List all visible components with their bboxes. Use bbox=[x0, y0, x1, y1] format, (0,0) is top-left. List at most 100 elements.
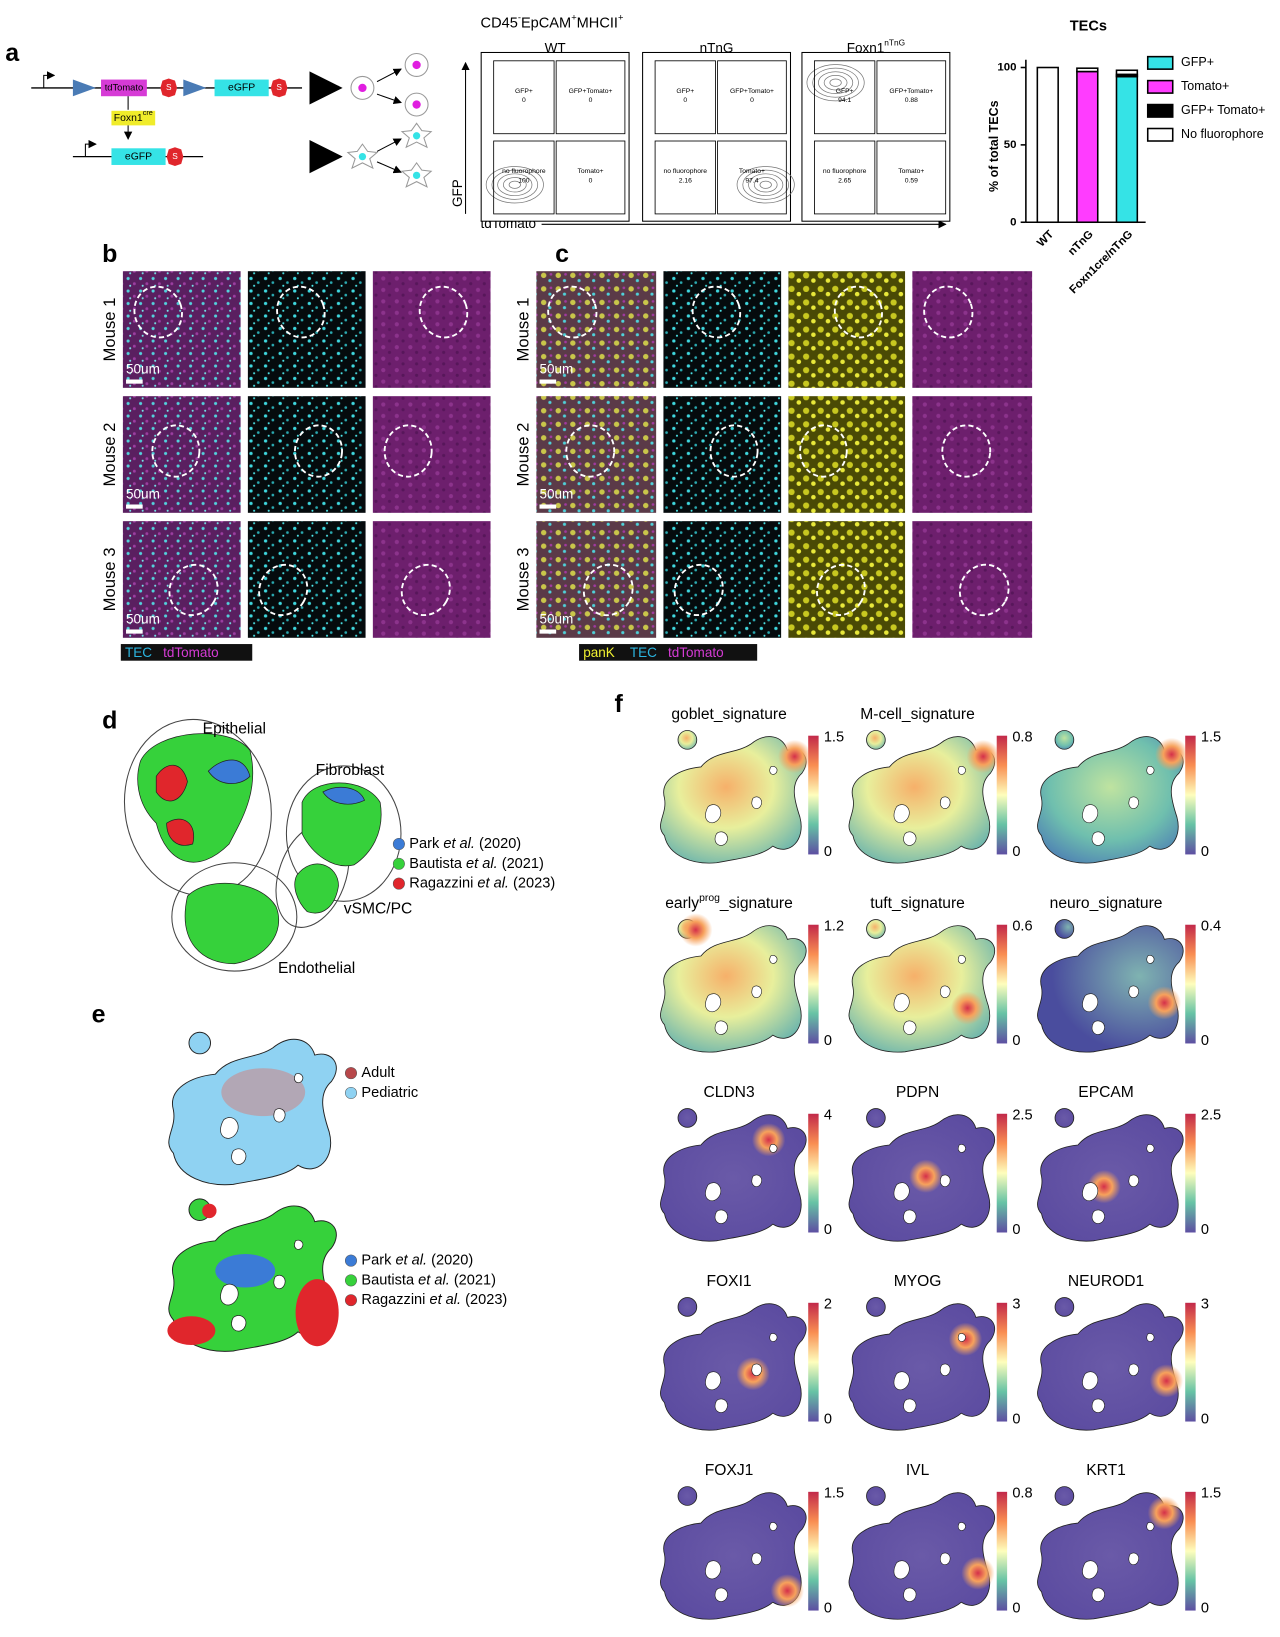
region-outline bbox=[133, 285, 183, 339]
gate-value: 0 bbox=[589, 97, 593, 104]
scale-bar bbox=[539, 504, 557, 509]
legend-year: (2023) bbox=[465, 1292, 507, 1308]
umap-island bbox=[677, 1297, 698, 1317]
legend-etal: et al. bbox=[395, 1252, 427, 1268]
umap-title: FOXI1 bbox=[706, 1273, 751, 1290]
gate-label: GFP+ bbox=[836, 88, 854, 95]
umap-title-part: MYOG bbox=[894, 1273, 942, 1290]
panel-label: d bbox=[102, 707, 117, 735]
scale-bar bbox=[126, 629, 143, 634]
umap-plot bbox=[848, 1297, 996, 1431]
region-outline bbox=[833, 285, 883, 339]
panel-label: c bbox=[555, 240, 569, 268]
colorbar-min: 0 bbox=[824, 844, 832, 860]
umap-plot bbox=[167, 1198, 339, 1352]
umap-title: EPCAM bbox=[1078, 1084, 1134, 1101]
colorbar bbox=[996, 1113, 1008, 1233]
y-tick-label: 0 bbox=[1010, 216, 1016, 228]
umap-title: IVL bbox=[906, 1462, 930, 1479]
row-label: Mouse 3 bbox=[100, 548, 119, 612]
umap-island bbox=[866, 1486, 886, 1506]
umap-patch bbox=[221, 1068, 306, 1117]
colorbar-min: 0 bbox=[824, 1411, 832, 1427]
gate-value: 2.65 bbox=[838, 177, 851, 184]
panel-label: f bbox=[614, 690, 623, 718]
umap-plot bbox=[848, 919, 996, 1053]
axis-label: GFP bbox=[450, 179, 465, 207]
legend-label: Park et al. (2020) bbox=[361, 1252, 473, 1268]
colorbar-max: 1.5 bbox=[824, 730, 844, 746]
legend-bg bbox=[120, 644, 253, 661]
umap-island bbox=[1054, 1108, 1075, 1128]
scale-label: 50um bbox=[126, 362, 160, 377]
colorbar bbox=[1185, 924, 1196, 1044]
cluster-outline bbox=[171, 862, 298, 972]
colorbar bbox=[996, 735, 1008, 855]
flow-title-part: - bbox=[518, 13, 521, 23]
umap-body bbox=[659, 1303, 807, 1431]
umap-title-part: FOXJ1 bbox=[705, 1462, 754, 1479]
legend-swatch bbox=[1146, 127, 1174, 142]
cluster-region bbox=[166, 818, 195, 846]
cluster-label: Endothelial bbox=[278, 960, 355, 977]
contour bbox=[818, 71, 854, 94]
umap-title-part: M-cell_signature bbox=[860, 706, 975, 723]
flow-column-title: nTnG bbox=[700, 40, 734, 55]
cluster-label: Epithelial bbox=[203, 721, 266, 738]
colorbar bbox=[996, 924, 1008, 1044]
legend-label: Adult bbox=[361, 1065, 394, 1081]
gate-label: Tomato+ bbox=[577, 168, 603, 175]
umap-title-part: EPCAM bbox=[1078, 1084, 1134, 1101]
flow-title-part: + bbox=[571, 13, 576, 23]
umap-title: earlyprog_signature bbox=[665, 893, 793, 912]
umap-plot bbox=[1036, 919, 1184, 1053]
bar-segment bbox=[1115, 75, 1139, 224]
umap-patch bbox=[777, 739, 812, 774]
colorbar-min: 0 bbox=[824, 1033, 832, 1049]
micrograph bbox=[536, 396, 657, 513]
contour bbox=[753, 177, 778, 193]
micrograph bbox=[372, 521, 491, 638]
flow-gate bbox=[493, 140, 555, 215]
micrograph bbox=[536, 521, 657, 638]
region-outline bbox=[923, 285, 974, 339]
umap-patch bbox=[679, 913, 713, 947]
construct-label: eGFP bbox=[125, 151, 152, 162]
umap-island bbox=[866, 730, 886, 750]
legend-label: No fluorophore bbox=[1181, 127, 1264, 141]
umap-patch bbox=[1149, 1364, 1184, 1398]
umap-title-part: _signature bbox=[719, 895, 793, 912]
y-tick-label: 100 bbox=[997, 62, 1016, 74]
flow-title-part: EpCAM bbox=[521, 15, 571, 31]
cluster-label: Fibroblast bbox=[316, 762, 385, 779]
micrograph bbox=[912, 521, 1033, 638]
flow-gate bbox=[493, 60, 555, 135]
micrograph bbox=[788, 521, 906, 638]
legend-dot bbox=[344, 1294, 357, 1307]
micrograph bbox=[247, 271, 366, 388]
gate-label: GFP+ bbox=[515, 88, 533, 95]
contour bbox=[508, 180, 521, 189]
micrograph bbox=[122, 521, 241, 638]
region-outline bbox=[400, 563, 451, 617]
legend-swatch bbox=[1146, 103, 1174, 118]
cluster-label: vSMC/PC bbox=[344, 901, 413, 918]
colorbar bbox=[1185, 1302, 1196, 1422]
contour bbox=[742, 169, 789, 200]
region-outline bbox=[293, 424, 343, 478]
legend-author: Ragazzini bbox=[361, 1292, 425, 1308]
umap-island bbox=[677, 1108, 698, 1128]
umap-patch bbox=[751, 1123, 786, 1157]
micrograph bbox=[122, 396, 241, 513]
umap-plot bbox=[659, 1486, 807, 1620]
flow-gate bbox=[814, 140, 876, 215]
gate-value: 0 bbox=[683, 97, 687, 104]
construct-label: tdTomato bbox=[105, 82, 144, 92]
legend-etal: et al. bbox=[466, 856, 498, 872]
flow-column-title-part: Foxn1 bbox=[847, 40, 885, 55]
legend-bg bbox=[579, 644, 758, 661]
y-tick-label: 50 bbox=[1004, 139, 1017, 151]
region-outline bbox=[276, 285, 326, 339]
umap-title-part: neuro_signature bbox=[1050, 895, 1163, 912]
colorbar-min: 0 bbox=[1201, 1222, 1209, 1238]
